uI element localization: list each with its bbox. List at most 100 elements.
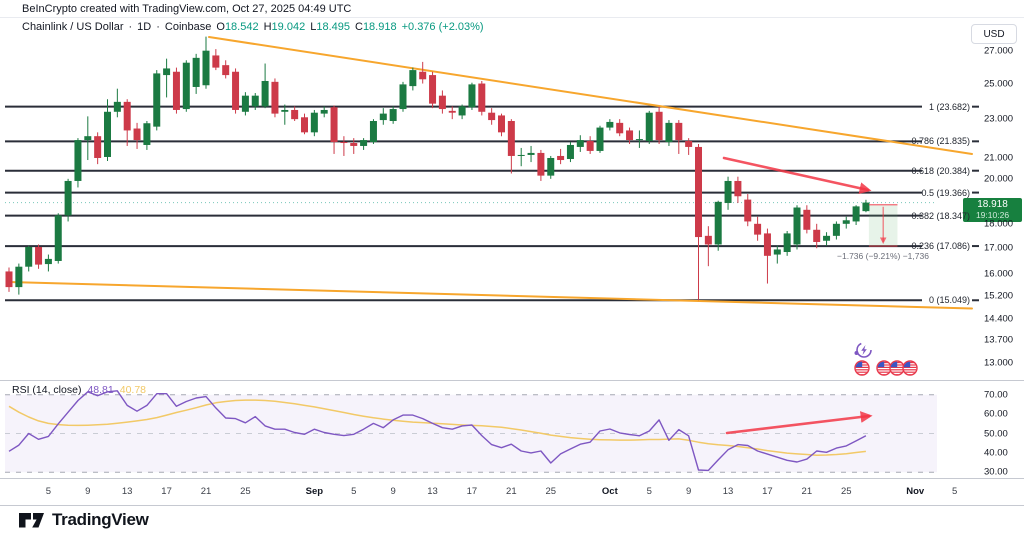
- candle-body: [5, 271, 13, 288]
- fib-level-label: 0.786 (21.835): [911, 136, 970, 147]
- candle-body: [823, 235, 831, 241]
- date-axis-label: 5: [45, 486, 52, 497]
- rsi-axis-label: 60.00: [984, 408, 1008, 420]
- candle-body: [704, 235, 712, 245]
- candle-body: [104, 111, 111, 157]
- fib-level-label: 0.618 (20.384): [911, 165, 970, 176]
- candle-body: [438, 95, 446, 110]
- candle-body: [143, 123, 151, 145]
- candle-body: [153, 73, 161, 127]
- candle-body: [616, 122, 624, 134]
- candle-body: [281, 109, 289, 112]
- ohlc-high: H19.042: [263, 21, 306, 33]
- date-axis-label: 5: [951, 486, 958, 497]
- date-axis-label: 9: [390, 486, 396, 497]
- candle-body: [606, 121, 614, 128]
- currency-chip[interactable]: USD: [971, 24, 1017, 44]
- rsi-axis-label: 70.00: [984, 389, 1008, 401]
- candle-body: [754, 223, 762, 235]
- candle-body: [744, 199, 752, 222]
- candle-body: [241, 95, 249, 112]
- change-label: +0.376 (+2.03%): [401, 21, 484, 33]
- candle-body: [409, 70, 417, 87]
- rsi-axis-label: 50.00: [984, 428, 1008, 439]
- flash-refresh-icon: [854, 342, 872, 358]
- candle-body: [488, 112, 496, 121]
- price-axis-label: 23.000: [984, 113, 1014, 125]
- candle-body: [350, 143, 358, 146]
- rsi-value: 48.81: [87, 384, 114, 396]
- ohlc-close: C18.918: [354, 21, 397, 33]
- candle-body: [222, 65, 230, 76]
- candle-body: [35, 246, 43, 265]
- date-axis-label: 25: [840, 486, 852, 497]
- candle-body: [842, 220, 850, 224]
- fib-level-label: 0.5 (19.366): [921, 187, 970, 198]
- candle-body: [763, 233, 771, 256]
- date-axis-label: 13: [121, 486, 133, 497]
- candle-body: [547, 157, 555, 176]
- candle-body: [251, 95, 259, 107]
- price-axis-label: 17.000: [984, 242, 1014, 254]
- candle-body: [498, 115, 505, 133]
- candle-body: [695, 146, 702, 238]
- candle-body: [566, 144, 574, 160]
- candle-body: [133, 128, 141, 141]
- interval-label[interactable]: 1D: [137, 21, 152, 33]
- candle-body: [635, 139, 643, 141]
- last-price-badge[interactable]: 18.918 19:10:26: [963, 198, 1022, 222]
- date-axis-label: 21: [801, 486, 813, 497]
- candle-body: [527, 152, 535, 155]
- us-flag-event-icon: [902, 360, 918, 376]
- candle-body: [596, 127, 604, 151]
- candle-body: [685, 141, 693, 147]
- us-flag-event-icon: [854, 360, 870, 376]
- date-axis-label: 13: [427, 486, 438, 497]
- rsi-legend[interactable]: RSI (14, close) 48.81 40.78: [12, 384, 146, 396]
- candle-body: [202, 50, 210, 86]
- date-axis-label: Nov: [906, 486, 925, 497]
- rsi-trend-arrow: [725, 411, 873, 435]
- rsi-axis-label: 40.00: [984, 447, 1008, 459]
- candle-body: [645, 112, 653, 142]
- symbol-name[interactable]: Chainlink / US Dollar: [22, 21, 124, 33]
- candle-body: [626, 130, 634, 141]
- price-axis-label: 25.000: [984, 78, 1014, 90]
- candle-body: [537, 152, 545, 176]
- candle-body: [113, 101, 121, 112]
- date-axis-label: 13: [722, 486, 734, 497]
- measure-tool-label: −1.736 (−9.21%) −1,736: [837, 251, 929, 261]
- fib-level-label: 0.236 (17.086): [911, 241, 970, 252]
- date-axis-label: 25: [545, 486, 557, 497]
- candle-body: [172, 71, 180, 110]
- date-axis-label: 25: [240, 486, 251, 497]
- date-axis-label: 5: [646, 486, 652, 497]
- candle-body: [123, 101, 131, 131]
- candle-body: [419, 71, 427, 80]
- candle-body: [15, 266, 23, 288]
- rsi-line: [8, 390, 867, 472]
- date-axis-label: 17: [161, 486, 172, 497]
- rsi-ma-value: 40.78: [119, 384, 147, 396]
- candle-body: [507, 121, 515, 156]
- ohlc-low: L18.495: [310, 21, 350, 33]
- price-axis-label: 27.000: [984, 45, 1014, 57]
- candle-body: [714, 201, 722, 245]
- price-axis-label: 21.000: [984, 152, 1014, 164]
- date-axis-label: 9: [85, 486, 91, 497]
- candle-body: [389, 109, 397, 122]
- candle-body: [340, 142, 348, 144]
- candle-body: [655, 111, 663, 141]
- date-axis-label: 17: [466, 486, 478, 497]
- candle-body: [379, 113, 387, 121]
- candle-body: [54, 215, 62, 261]
- candle-body: [773, 249, 781, 255]
- candle-body: [576, 140, 584, 147]
- symbol-legend[interactable]: Chainlink / US Dollar · 1D · Coinbase O1…: [22, 21, 484, 33]
- legend-separator: ·: [128, 21, 133, 33]
- candle-body: [478, 83, 486, 112]
- candle-body: [429, 75, 437, 104]
- candle-body: [291, 109, 299, 120]
- fib-level-label: 1 (23.682): [928, 101, 970, 112]
